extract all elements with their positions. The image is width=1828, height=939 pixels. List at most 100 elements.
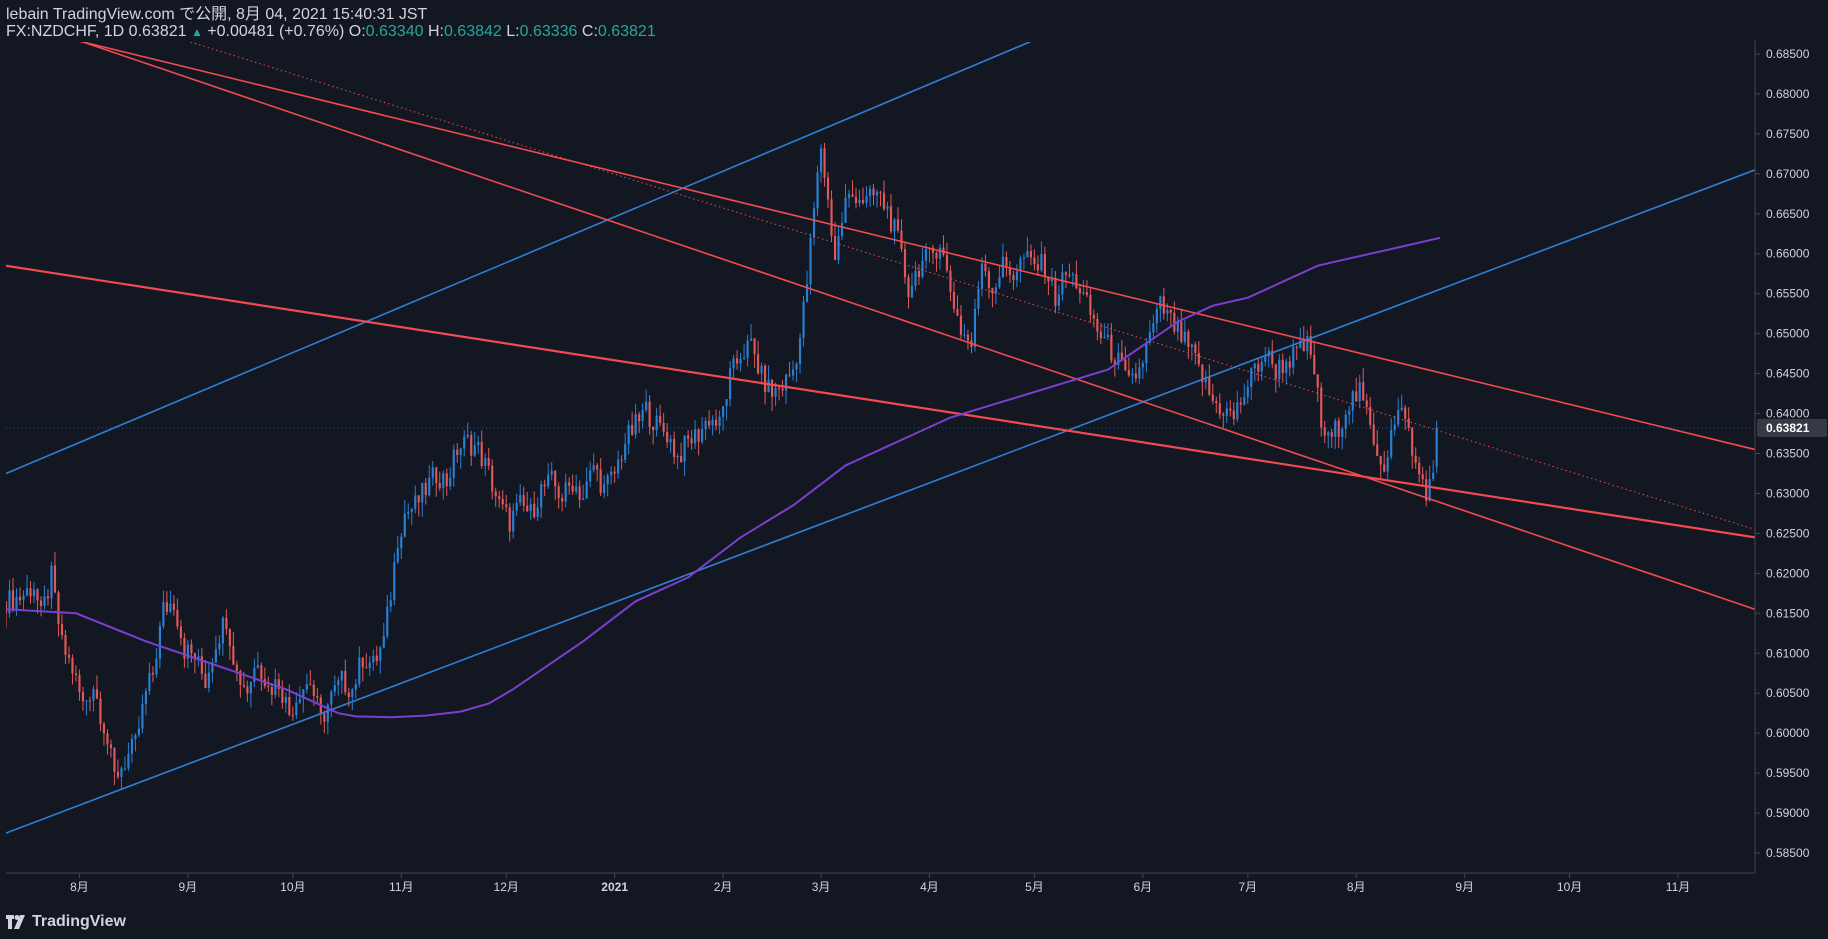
price-tick-label: 0.63000 <box>1766 486 1810 500</box>
candle-body <box>910 285 914 298</box>
candle-body <box>704 420 707 429</box>
candle-body <box>900 230 903 250</box>
candle-body <box>197 656 200 660</box>
candle-body <box>770 379 774 397</box>
candle-body <box>956 308 959 316</box>
candle-body <box>784 374 788 391</box>
candle-body <box>536 507 539 518</box>
candle-body <box>1127 370 1130 376</box>
candle-body <box>763 365 767 393</box>
candle-body <box>547 474 550 487</box>
candle-body <box>627 424 630 445</box>
candle-body <box>669 438 672 443</box>
candle-body <box>1225 408 1228 416</box>
candle-body <box>1218 403 1221 415</box>
candle-body <box>1222 414 1225 416</box>
tradingview-logo-icon <box>6 915 25 929</box>
candle-body <box>1208 377 1211 395</box>
candle-body <box>169 603 172 612</box>
candle-body <box>270 686 273 695</box>
candle-body <box>837 236 840 260</box>
candle-body <box>861 199 865 203</box>
candle-body <box>1260 361 1263 372</box>
candle-body <box>1316 374 1319 388</box>
candle-body <box>561 498 564 502</box>
candle-body <box>113 748 116 772</box>
candle-body <box>344 670 347 693</box>
candle-body <box>557 486 560 499</box>
candle-body <box>1428 479 1431 501</box>
candle-body <box>746 340 749 358</box>
candle-body <box>1019 258 1022 272</box>
candle-body <box>1246 387 1249 398</box>
candle-body <box>162 602 165 626</box>
price-tick-label: 0.59000 <box>1766 806 1810 820</box>
candle-body <box>652 426 655 431</box>
candle-body <box>1180 321 1183 342</box>
candle-body <box>1173 312 1176 332</box>
candle-body <box>239 670 242 685</box>
candle-body <box>39 600 43 607</box>
ohlc-row: FX:NZDCHF, 1D 0.63821 ▲ +0.00481 (+0.76%… <box>6 23 656 41</box>
candle-body <box>907 277 910 298</box>
tradingview-brand[interactable]: TradingView <box>6 913 126 931</box>
price-axis[interactable]: 0.68500 0.68000 0.67500 0.67000 0.66500 0.660… <box>1754 40 1827 873</box>
candle-body <box>498 496 501 499</box>
candle-body <box>351 689 354 698</box>
candle-body <box>1015 271 1019 281</box>
candle-body <box>889 206 893 232</box>
trend-lines[interactable] <box>0 0 1772 840</box>
time-tick-label: 9月 <box>1455 880 1474 894</box>
candle-body <box>788 374 791 376</box>
candle-body <box>854 196 858 204</box>
candle-body <box>22 595 25 601</box>
candle-body <box>533 503 536 518</box>
candle-body <box>847 194 851 198</box>
candle-body <box>368 662 371 668</box>
candle-body <box>952 292 956 309</box>
candle-body <box>186 644 189 659</box>
candle-body <box>78 674 81 692</box>
candle-body <box>1414 455 1417 463</box>
candle-body <box>1295 346 1298 348</box>
candle-body <box>218 643 221 650</box>
candle-body <box>994 287 998 294</box>
low-label: L: <box>506 23 520 40</box>
candle-body <box>1253 363 1256 369</box>
candle-body <box>165 602 168 612</box>
candle-body <box>1103 337 1106 339</box>
candle-body <box>1418 462 1421 475</box>
candle-body <box>60 624 64 636</box>
candle-body <box>921 260 924 278</box>
candle-body <box>585 481 588 499</box>
candle-body <box>1092 314 1095 319</box>
candle-body <box>256 665 259 668</box>
close-value: 0.63821 <box>597 23 656 40</box>
candle-body <box>1036 264 1039 271</box>
candle-body <box>624 444 627 460</box>
symbol-label[interactable]: FX:NZDCHF, 1D 0.63821 <box>6 23 187 40</box>
price-tick-label: 0.66000 <box>1766 247 1810 261</box>
candle-body <box>340 670 343 681</box>
candle-body <box>893 219 896 232</box>
candle-body <box>1278 359 1281 380</box>
candle-body <box>526 505 529 512</box>
candle-body <box>819 148 823 173</box>
candle-body <box>735 358 739 364</box>
candle-body <box>494 491 497 497</box>
candle-body <box>1040 254 1043 271</box>
candle-body <box>183 638 186 659</box>
candle-body <box>1404 407 1407 419</box>
candle-body <box>1190 344 1193 347</box>
candle-body <box>291 714 294 716</box>
open-label: O: <box>348 23 366 40</box>
time-axis[interactable]: 8月 9月 10月 11月 12月 2021 2月 3月 4月 5月 6月 7月 8月 9月 10月 11月 <box>6 872 1755 894</box>
time-tick-label: 11月 <box>1666 880 1690 894</box>
candle-body <box>323 713 326 722</box>
candle-body <box>428 477 431 496</box>
candle-body <box>641 410 644 422</box>
candle-body <box>1117 352 1120 365</box>
candle-body <box>833 236 837 260</box>
candle-body <box>396 548 399 562</box>
